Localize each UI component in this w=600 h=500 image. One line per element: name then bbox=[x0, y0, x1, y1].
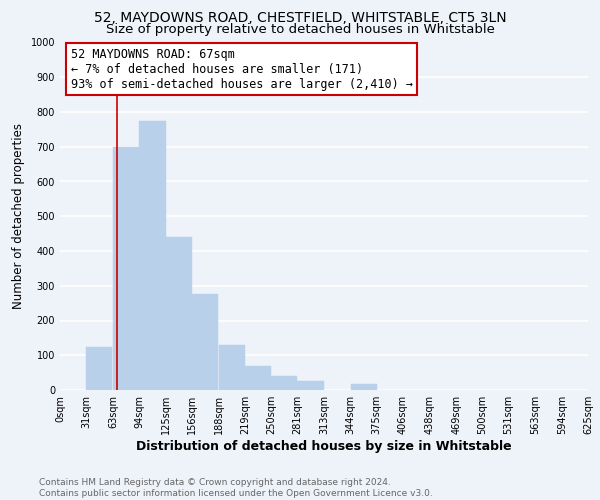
Text: Size of property relative to detached houses in Whitstable: Size of property relative to detached ho… bbox=[106, 22, 494, 36]
Text: Contains HM Land Registry data © Crown copyright and database right 2024.
Contai: Contains HM Land Registry data © Crown c… bbox=[39, 478, 433, 498]
Bar bbox=[139, 120, 166, 390]
X-axis label: Distribution of detached houses by size in Whitstable: Distribution of detached houses by size … bbox=[136, 440, 512, 453]
Bar bbox=[350, 384, 377, 390]
Y-axis label: Number of detached properties: Number of detached properties bbox=[12, 123, 25, 309]
Bar bbox=[166, 237, 192, 390]
Text: 52 MAYDOWNS ROAD: 67sqm
← 7% of detached houses are smaller (171)
93% of semi-de: 52 MAYDOWNS ROAD: 67sqm ← 7% of detached… bbox=[71, 48, 413, 90]
Bar bbox=[219, 345, 245, 390]
Bar bbox=[298, 382, 323, 390]
Bar bbox=[113, 147, 139, 390]
Bar bbox=[192, 294, 218, 390]
Bar bbox=[271, 376, 298, 390]
Bar bbox=[245, 366, 271, 390]
Bar bbox=[86, 346, 112, 390]
Text: 52, MAYDOWNS ROAD, CHESTFIELD, WHITSTABLE, CT5 3LN: 52, MAYDOWNS ROAD, CHESTFIELD, WHITSTABL… bbox=[94, 11, 506, 25]
